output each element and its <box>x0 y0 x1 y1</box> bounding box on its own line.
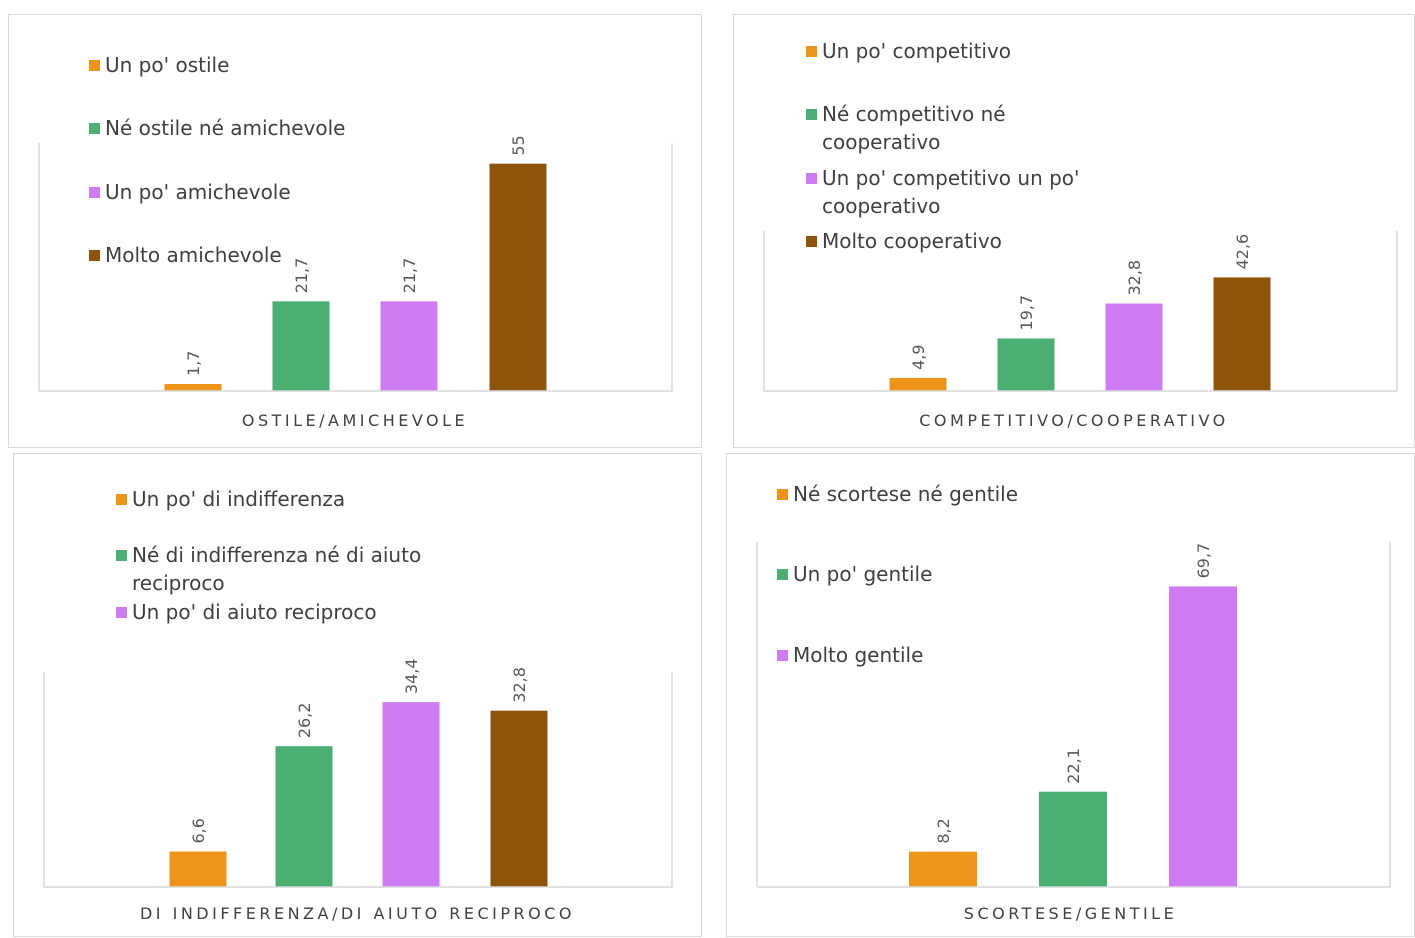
bar <box>489 163 547 391</box>
legend-item: Né competitivo né cooperativo <box>806 100 1006 156</box>
legend-label: Un po' gentile <box>793 562 933 586</box>
bar <box>1213 277 1271 391</box>
bar <box>272 301 330 391</box>
legend-label: Molto gentile <box>793 643 924 667</box>
legend-label: Un po' ostile <box>105 53 230 77</box>
bar-chart-competitivo-cooperativo: 4,9 19,7 32,8 42,6 <box>763 231 1398 392</box>
bar <box>380 301 438 391</box>
bar <box>169 851 227 887</box>
data-label: 6,6 <box>189 818 208 843</box>
legend-label: Né competitivo né cooperativo <box>822 102 1006 154</box>
legend-item: Un po' amichevole <box>89 178 291 206</box>
legend-label: Un po' di indifferenza <box>132 487 346 511</box>
x-axis-title-indifferenza-aiuto: DI INDIFFERENZA/DI AIUTO RECIPROCO <box>139 904 576 923</box>
legend-label: Né scortese né gentile <box>793 482 1018 506</box>
legend-swatch <box>89 250 100 261</box>
bar <box>909 851 977 887</box>
legend-swatch <box>89 60 100 71</box>
legend-label: Un po' amichevole <box>105 180 291 204</box>
legend-item: Un po' gentile <box>777 560 932 588</box>
bar <box>275 746 333 887</box>
bar-chart-ostile-amichevole: 1,7 21,7 21,7 55 <box>38 135 673 392</box>
legend-swatch <box>777 489 788 500</box>
legend-label: Molto cooperativo <box>822 229 1002 253</box>
legend-swatch <box>806 109 817 120</box>
data-label: 21,7 <box>292 258 311 294</box>
data-label: 32,8 <box>1125 260 1144 296</box>
legend-swatch <box>777 569 788 580</box>
data-label: 1,7 <box>184 351 203 376</box>
legend-item: Né scortese né gentile <box>777 480 1018 508</box>
bar <box>490 710 548 887</box>
data-label: 42,6 <box>1233 234 1252 270</box>
legend-item: Un po' competitivo un po' cooperativo <box>806 164 1080 220</box>
legend-item: Un po' ostile <box>89 51 229 79</box>
legend-swatch <box>116 494 127 505</box>
x-axis-title-competitivo-cooperativo: COMPETITIVO/COOPERATIVO <box>919 411 1229 430</box>
data-label: 26,2 <box>295 703 314 739</box>
bar <box>1105 303 1163 391</box>
legend-swatch <box>806 236 817 247</box>
legend-swatch <box>806 173 817 184</box>
data-label: 32,8 <box>510 667 529 703</box>
chart-panel-scortese-gentile: 8,2 22,1 69,7 Né scortese né gentile Un po'… <box>726 453 1415 937</box>
legend-swatch <box>116 607 127 618</box>
legend-item: Né di indifferenza né di aiuto reciproco <box>116 541 421 597</box>
legend-swatch <box>116 550 127 561</box>
data-label: 8,2 <box>934 818 953 843</box>
bar-chart-indifferenza-aiuto: 6,6 26,2 34,4 32,8 <box>43 658 673 888</box>
chart-panel-indifferenza-aiuto: 6,6 26,2 34,4 32,8 Un po' di indifferenza Né… <box>13 453 702 937</box>
legend-item: Molto gentile <box>777 641 923 669</box>
legend-swatch <box>89 187 100 198</box>
bar <box>889 377 947 391</box>
data-label: 4,9 <box>909 344 928 369</box>
legend-swatch <box>777 650 788 661</box>
data-label: 34,4 <box>402 658 421 694</box>
bar <box>164 383 222 391</box>
x-axis-title-ostile-amichevole: OSTILE/AMICHEVOLE <box>241 411 469 430</box>
data-label: 21,7 <box>400 258 419 294</box>
legend-item: Un po' di indifferenza <box>116 485 345 513</box>
legend-label: Un po' competitivo <box>822 39 1012 63</box>
data-label: 55 <box>509 135 528 155</box>
legend-swatch <box>89 123 100 134</box>
legend-swatch <box>806 46 817 57</box>
legend-item: Un po' competitivo <box>806 37 1011 65</box>
legend-label: Molto amichevole <box>105 243 282 267</box>
legend-item: Molto cooperativo <box>806 227 1002 255</box>
data-label: 19,7 <box>1017 295 1036 331</box>
data-label: 22,1 <box>1064 748 1083 784</box>
bar <box>1169 586 1237 887</box>
bar <box>1039 791 1107 887</box>
legend-label: Né ostile né amichevole <box>105 116 346 140</box>
bar <box>997 338 1055 391</box>
bar <box>382 702 440 887</box>
legend-label: Un po' di aiuto reciproco <box>132 600 377 624</box>
legend-label: Un po' competitivo un po' cooperativo <box>822 166 1080 218</box>
chart-panel-ostile-amichevole: 1,7 21,7 21,7 55 Un po' ostile Né ostile né … <box>8 14 702 448</box>
data-label: 69,7 <box>1194 543 1213 579</box>
legend-item: Un po' di aiuto reciproco <box>116 598 377 626</box>
bar-chart-scortese-gentile: 8,2 22,1 69,7 <box>756 542 1391 888</box>
legend-label: Né di indifferenza né di aiuto reciproco <box>132 543 422 595</box>
x-axis-title-scortese-gentile: SCORTESE/GENTILE <box>963 904 1178 923</box>
legend-item: Molto amichevole <box>89 241 282 269</box>
chart-panel-competitivo-cooperativo: 4,9 19,7 32,8 42,6 Un po' competitivo Né com… <box>733 14 1415 448</box>
legend-item: Né ostile né amichevole <box>89 114 345 142</box>
